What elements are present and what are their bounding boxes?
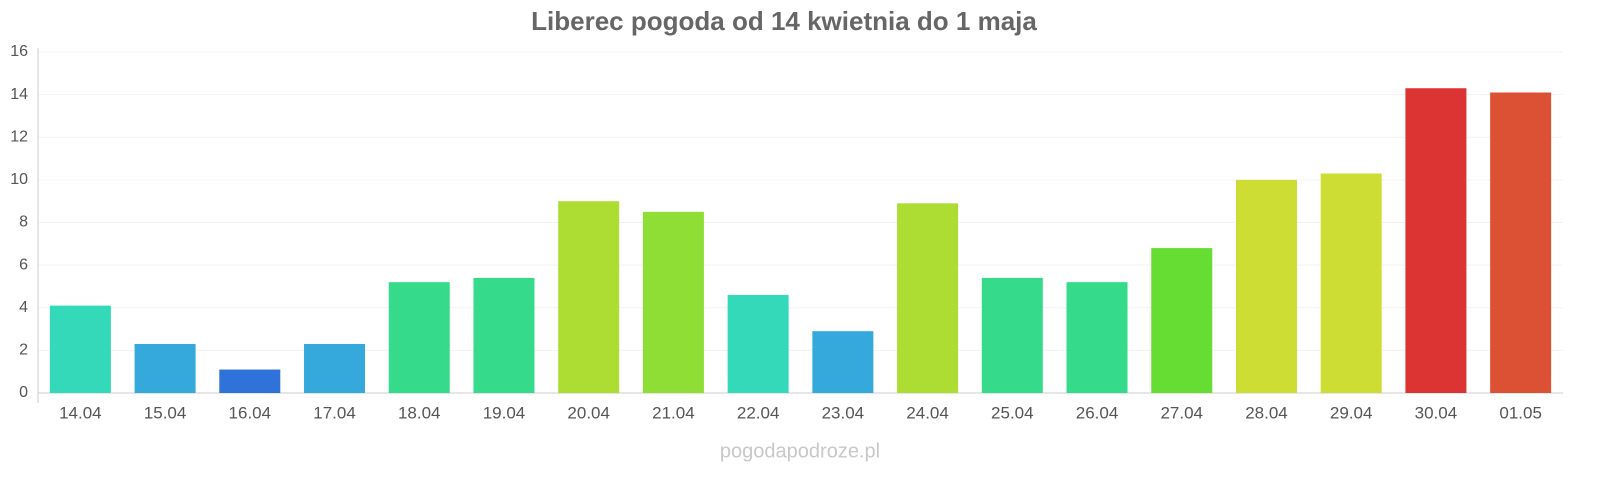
x-tick-label: 01.05 — [1499, 403, 1542, 422]
y-tick-label: 10 — [10, 171, 28, 188]
x-tick-label: 20.04 — [567, 403, 610, 422]
bar — [388, 282, 450, 393]
bar — [304, 343, 366, 393]
x-tick-label: 21.04 — [652, 403, 695, 422]
chart-title: Liberec pogoda od 14 kwietnia do 1 maja — [531, 6, 1037, 36]
bar — [473, 277, 535, 393]
x-tick-label: 30.04 — [1415, 403, 1458, 422]
y-tick-label: 4 — [19, 299, 28, 316]
bar — [1151, 248, 1213, 393]
x-tick-label: 19.04 — [483, 403, 526, 422]
x-tick-label: 18.04 — [398, 403, 441, 422]
bar — [981, 277, 1043, 393]
x-tick-label: 23.04 — [822, 403, 865, 422]
x-tick-label: 29.04 — [1330, 403, 1373, 422]
x-tick-label: 24.04 — [906, 403, 949, 422]
bar — [812, 331, 874, 393]
x-tick-label: 25.04 — [991, 403, 1034, 422]
x-tick-label: 26.04 — [1076, 403, 1119, 422]
bar — [1405, 88, 1467, 393]
y-tick-label: 6 — [19, 256, 28, 273]
x-tick-label: 27.04 — [1160, 403, 1203, 422]
bar — [897, 203, 959, 393]
watermark: pogodapodroze.pl — [720, 440, 880, 462]
bar — [134, 343, 196, 393]
bar — [727, 294, 789, 393]
bar — [1066, 282, 1128, 393]
y-tick-label: 2 — [19, 342, 28, 359]
bar — [1235, 179, 1297, 393]
y-tick-label: 8 — [19, 214, 28, 231]
y-tick-label: 14 — [10, 86, 28, 103]
bar — [558, 201, 620, 393]
bar — [642, 211, 704, 393]
x-tick-label: 28.04 — [1245, 403, 1288, 422]
y-tick-label: 12 — [10, 128, 28, 145]
x-tick-label: 14.04 — [59, 403, 102, 422]
x-tick-label: 15.04 — [144, 403, 187, 422]
x-tick-label: 17.04 — [313, 403, 356, 422]
y-tick-label: 16 — [10, 43, 28, 60]
x-tick-label: 16.04 — [229, 403, 272, 422]
bar — [1320, 173, 1382, 393]
bar — [49, 305, 111, 393]
x-tick-label: 22.04 — [737, 403, 780, 422]
y-tick-label: 0 — [19, 384, 28, 401]
bar — [219, 369, 281, 393]
bar — [1490, 92, 1552, 394]
